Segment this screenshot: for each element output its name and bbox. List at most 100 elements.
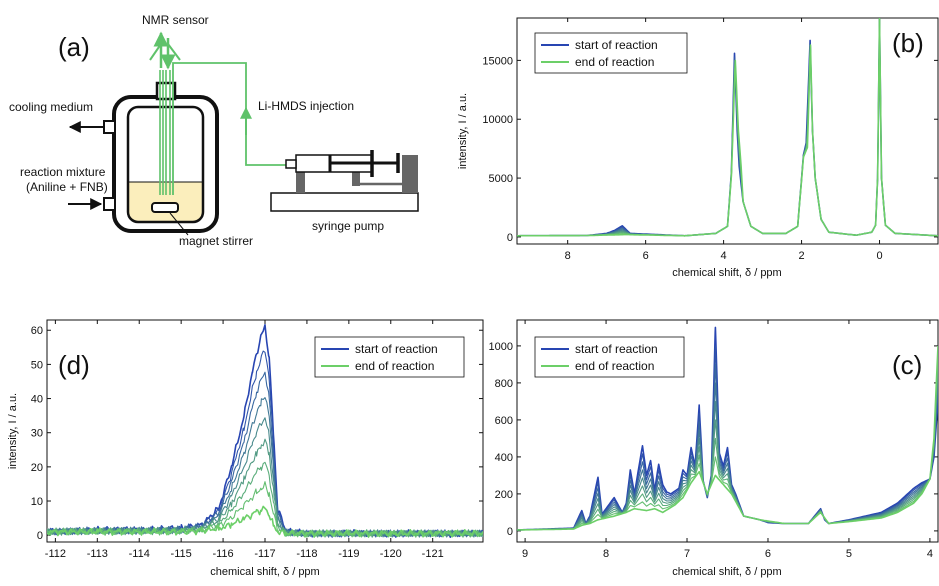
axis-ticks-b: 8 6 4 2 0 0 5000 10000 15000	[482, 18, 938, 262]
x-tick-label-b-2: 4	[721, 250, 727, 262]
panel-c-letter: (c)	[892, 350, 922, 380]
nmr-sensor-lines	[159, 70, 171, 195]
stirrer-pointer-line	[169, 212, 189, 236]
label-injection: Li-HMDS injection	[258, 99, 354, 113]
pump-post-left	[296, 172, 305, 193]
pump-base	[270, 192, 419, 212]
x-tick-label-d-0: -112	[45, 548, 66, 560]
label-magnet-stirrer: magnet stirrer	[179, 234, 253, 248]
legend-box-d	[314, 336, 465, 378]
injection-tube	[172, 62, 286, 195]
panel-b-letter: (b)	[892, 28, 924, 58]
legend-label-start-c: start of reaction	[575, 342, 658, 356]
axis-ticks-c: 9 8 7 6 5 4 0 200 400 600 800 1000	[489, 320, 938, 560]
x-tick-label-b-3: 2	[799, 250, 805, 262]
x-tick-label-c-5: 4	[927, 548, 933, 560]
series-end-of-reaction-b	[517, 18, 938, 237]
y-tick-label-c-5: 1000	[489, 341, 513, 353]
x-tick-label-d-7: -119	[338, 548, 359, 560]
chart-panel-b: 8 6 4 2 0 0 5000 10000 15000 chemical shift, δ /…	[457, 17, 939, 279]
y-tick-label-c-1: 200	[495, 489, 513, 501]
label-cooling-medium: cooling medium	[9, 100, 93, 114]
y-tick-label-d-0: 0	[37, 530, 43, 542]
legend-label-end-c: end of reaction	[575, 359, 654, 373]
legend-d: start of reaction end of reaction	[314, 336, 465, 378]
syringe-tip	[285, 159, 297, 169]
y-tick-label-c-4: 800	[495, 378, 513, 390]
label-reaction-mixture: reaction mixture	[20, 165, 106, 179]
x-tick-label-d-4: -116	[212, 548, 233, 560]
panel-a-diagram: (a)	[9, 13, 419, 248]
panel-a-letter: (a)	[58, 32, 90, 62]
nmr-diagonal-arrow	[149, 43, 162, 61]
plot-frame-c	[516, 319, 939, 543]
legend-c: start of reaction end of reaction	[534, 336, 685, 378]
x-tick-label-b-4: 0	[876, 250, 882, 262]
y-axis-label-b: intensity, I / a.u.	[457, 93, 469, 169]
y-tick-label-b-3: 15000	[482, 55, 513, 67]
y-tick-label-c-2: 400	[495, 452, 513, 464]
y-tick-label-d-2: 20	[31, 462, 43, 474]
magnet-stirrer-bar	[151, 202, 179, 213]
legend-label-start-d: start of reaction	[355, 342, 438, 356]
series-group-d	[47, 323, 483, 539]
series-intermediate-d-5	[47, 438, 483, 538]
chart-panel-c: 9 8 7 6 5 4 0 200 400 600 800 1000 chemical shift, …	[489, 319, 939, 578]
series-group-c	[517, 326, 938, 531]
series-group-b	[517, 18, 938, 237]
x-axis-label-b: chemical shift, δ / ppm	[672, 267, 781, 279]
y-tick-label-d-4: 40	[31, 394, 43, 406]
x-tick-label-c-0: 9	[522, 548, 528, 560]
x-tick-label-d-3: -115	[171, 548, 192, 560]
x-tick-label-c-4: 5	[846, 548, 852, 560]
label-syringe-pump: syringe pump	[312, 219, 384, 233]
axis-ticks-d: -112 -113 -114 -115 -116 -117 -118 -119 -120 -121…	[31, 320, 483, 560]
series-intermediate-d-2	[47, 371, 483, 538]
label-nmr-sensor: NMR sensor	[142, 13, 209, 27]
x-tick-label-c-3: 6	[765, 548, 771, 560]
x-tick-label-d-9: -121	[422, 548, 444, 560]
y-tick-label-b-2: 10000	[482, 114, 513, 126]
legend-label-end-d: end of reaction	[355, 359, 434, 373]
y-axis-label-d: intensity, I / a.u.	[7, 393, 19, 469]
series-intermediate-c-7	[517, 352, 938, 531]
x-tick-label-c-2: 7	[684, 548, 690, 560]
x-tick-label-d-8: -120	[380, 548, 402, 560]
x-axis-label-d: chemical shift, δ / ppm	[210, 566, 319, 578]
chart-panel-d: -112 -113 -114 -115 -116 -117 -118 -119 -120 -121…	[7, 319, 484, 578]
syringe-pump	[270, 150, 419, 212]
x-tick-label-c-1: 8	[603, 548, 609, 560]
y-tick-label-d-5: 50	[31, 359, 43, 371]
series-intermediate-d-4	[47, 417, 483, 538]
pump-post-mid	[352, 172, 360, 186]
x-tick-label-d-5: -117	[254, 548, 275, 560]
x-tick-label-d-6: -118	[296, 548, 317, 560]
plot-frame-b	[516, 17, 939, 245]
x-axis-label-c: chemical shift, δ / ppm	[672, 566, 781, 578]
series-intermediate-d-6	[47, 461, 483, 538]
label-reaction-components: (Aniline + FNB)	[26, 180, 108, 194]
series-end-of-reaction-d	[47, 505, 483, 538]
legend-label-end-b: end of reaction	[575, 55, 654, 69]
series-intermediate-c-6	[517, 359, 938, 531]
legend-box-b	[534, 32, 688, 74]
x-tick-label-d-2: -114	[129, 548, 150, 560]
series-end-of-reaction-c	[517, 345, 938, 531]
x-tick-label-b-1: 6	[643, 250, 649, 262]
y-tick-label-d-3: 30	[31, 428, 43, 440]
y-tick-label-b-1: 5000	[489, 173, 513, 185]
nmr-diagonal-arrow-2	[167, 43, 181, 61]
x-tick-label-b-0: 8	[565, 250, 571, 262]
panel-d-letter: (d)	[58, 350, 90, 380]
pump-post-right	[402, 155, 418, 193]
legend-label-start-b: start of reaction	[575, 38, 658, 52]
lower-port	[103, 197, 116, 211]
y-tick-label-c-3: 600	[495, 415, 513, 427]
x-tick-label-d-1: -113	[87, 548, 108, 560]
y-tick-label-b-0: 0	[507, 232, 513, 244]
y-tick-label-d-6: 60	[31, 325, 43, 337]
y-tick-label-d-1: 10	[31, 496, 43, 508]
upper-port	[103, 120, 116, 134]
y-tick-label-c-0: 0	[507, 526, 513, 538]
